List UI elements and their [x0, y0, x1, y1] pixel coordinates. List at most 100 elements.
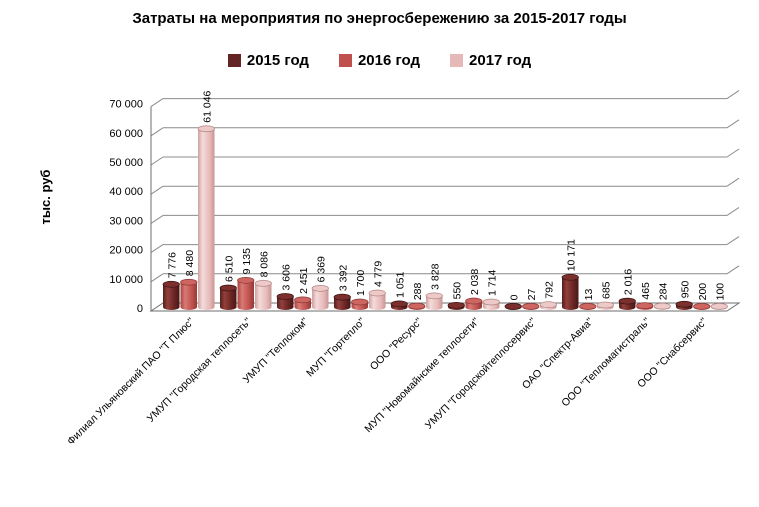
- bar-cylinder-top: [294, 296, 312, 304]
- bar-value-label: 284: [657, 282, 669, 300]
- legend-label-2016: 2016 год: [357, 52, 421, 69]
- bar-cylinder-top: [710, 303, 728, 310]
- bar-value-label: 3 606: [280, 264, 292, 290]
- bar-cylinder-top: [254, 280, 272, 287]
- bar-value-label: 550: [451, 282, 463, 300]
- bar-value-label: 2 016: [622, 269, 634, 295]
- bar-value-label: 10 171: [565, 239, 577, 271]
- bar-cylinder: [163, 284, 180, 307]
- legend-swatch-2017: [450, 54, 464, 67]
- bar-value-label: 288: [412, 282, 424, 300]
- y-tick-label: 20 000: [109, 245, 143, 257]
- bar-cylinder-top: [180, 278, 198, 286]
- gridline-left-wall: [150, 185, 164, 195]
- category-label: УМУП "Городскойтеплосервис": [423, 315, 539, 431]
- legend-label-2015: 2015 год: [246, 52, 309, 69]
- bar-cylinder-top: [311, 285, 329, 292]
- bar-value-label: 4 779: [372, 261, 384, 287]
- gridline-right-wall: [726, 90, 740, 100]
- y-tick-label: 30 000: [109, 215, 143, 227]
- bar-cylinder: [562, 277, 579, 307]
- bar-cylinder-top: [219, 284, 237, 292]
- bar-value-label: 6 510: [223, 256, 235, 282]
- bar-cylinder: [180, 282, 197, 307]
- bar-cylinder: [255, 283, 272, 307]
- bar-cylinder-top: [653, 302, 671, 310]
- chart-legend: 2015 год 2016 год 2017 год: [0, 52, 759, 69]
- bar-value-label: 3 828: [429, 263, 441, 289]
- bar-cylinder-top: [447, 302, 465, 309]
- gridline-left-wall: [150, 156, 164, 166]
- bar-cylinder-top: [368, 289, 386, 297]
- bar-cylinder-top: [504, 303, 522, 310]
- bar-value-label: 27: [526, 289, 538, 301]
- y-tick-label: 60 000: [109, 128, 143, 140]
- bar-cylinder-top: [465, 297, 483, 305]
- bar-value-label: 8 086: [258, 251, 270, 277]
- bar-value-label: 200: [697, 283, 709, 301]
- bar-cylinder-top: [636, 302, 654, 310]
- bar-value-label: 13: [583, 289, 595, 301]
- legend-item-2017: 2017 год: [450, 52, 531, 69]
- bar-cylinder: [312, 288, 329, 307]
- legend-swatch-2016: [338, 54, 352, 67]
- bar-value-label: 61 046: [201, 90, 213, 122]
- bar-value-label: 792: [543, 281, 555, 299]
- bar-cylinder-top: [522, 303, 540, 310]
- gridline-left-wall: [150, 244, 164, 254]
- bar-cylinder-top: [162, 280, 180, 288]
- bar-value-label: 100: [714, 283, 726, 301]
- bar-value-label: 7 776: [166, 252, 178, 278]
- bar-cylinder-top: [561, 273, 579, 281]
- bar-cylinder: [294, 299, 311, 307]
- bar-cylinder: [426, 295, 443, 307]
- bar-cylinder-top: [539, 301, 557, 309]
- bar-cylinder-top: [351, 298, 369, 306]
- category-label: УМУП "Городская теплосеть": [145, 315, 254, 424]
- bar-cylinder-top: [390, 300, 408, 308]
- y-tick-label: 0: [137, 303, 143, 315]
- gridline-right-wall: [726, 177, 740, 187]
- bar-cylinder: [277, 296, 294, 307]
- legend-item-2016: 2016 год: [338, 52, 421, 69]
- bar-cylinder: [369, 293, 386, 307]
- category-label: Филиал Ульяновский ПАО "Т Плюс": [65, 315, 197, 447]
- bar-cylinder-top: [197, 125, 215, 133]
- bar-cylinder: [220, 287, 237, 307]
- category-label: МУП "Новомайнские теплосети": [362, 315, 482, 435]
- bar-cylinder-top: [276, 293, 294, 300]
- bar-value-label: 950: [679, 281, 691, 299]
- chart-title: Затраты на мероприятия по энергосбережен…: [132, 10, 627, 27]
- bar-cylinder-top: [333, 293, 351, 301]
- bar-cylinder-top: [237, 276, 255, 284]
- bar-cylinder-top: [675, 300, 693, 308]
- bar-value-label: 8 480: [184, 250, 196, 276]
- gridline-right-wall: [726, 236, 740, 246]
- bar-value-label: 2 451: [298, 267, 310, 293]
- bar-cylinder-top: [482, 298, 500, 306]
- gridline-left-wall: [150, 98, 164, 108]
- bar-cylinder-top: [579, 303, 597, 310]
- gridline-right-wall: [726, 148, 740, 158]
- gridline-right-wall: [726, 265, 740, 275]
- legend-item-2015: 2015 год: [227, 52, 309, 69]
- bar-value-label: 0: [508, 294, 520, 300]
- bar-cylinder-top: [693, 303, 711, 310]
- bar-value-label: 1 051: [394, 271, 406, 297]
- bar-cylinder: [198, 128, 215, 307]
- y-tick-label: 10 000: [109, 274, 143, 286]
- bar-value-label: 465: [640, 282, 652, 300]
- legend-swatch-2015: [227, 54, 241, 67]
- category-label: МУП "Гортепло": [304, 315, 368, 379]
- bar-value-label: 1 714: [486, 270, 498, 296]
- gridline-right-wall: [726, 206, 740, 216]
- bar-cylinder: [237, 280, 254, 307]
- gridline-left-wall: [150, 214, 164, 224]
- gridline-right-wall: [726, 119, 740, 129]
- gridline-left-wall: [150, 273, 164, 283]
- bar-value-label: 685: [600, 281, 612, 299]
- y-tick-label: 70 000: [109, 99, 143, 111]
- y-tick-label: 40 000: [109, 186, 143, 198]
